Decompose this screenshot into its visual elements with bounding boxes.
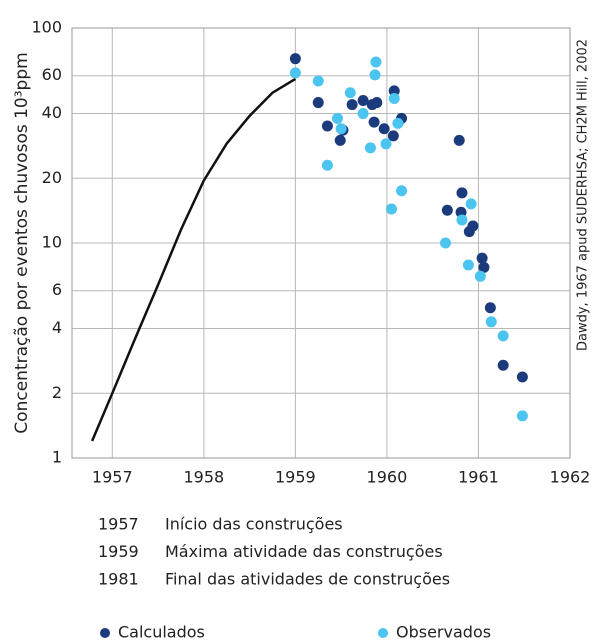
y-tick-label: 20 (42, 168, 62, 187)
note-year: 1957 (98, 515, 139, 534)
x-tick-label: 1959 (275, 468, 316, 487)
point (485, 316, 497, 328)
point (456, 187, 468, 199)
x-tick-label: 1957 (92, 468, 133, 487)
point (456, 214, 468, 226)
point (321, 120, 333, 132)
point (357, 108, 369, 120)
point (357, 95, 369, 107)
point (497, 330, 509, 342)
y-tick-label: 60 (42, 65, 62, 84)
note-text: Máxima atividade das construções (165, 542, 443, 561)
y-axis-label: Concentração por eventos chuvosos 10³ppm (12, 52, 32, 433)
point (453, 134, 465, 146)
y-tick-label: 40 (42, 103, 62, 122)
point (516, 410, 528, 422)
point (371, 97, 383, 109)
x-tick-label: 1961 (458, 468, 499, 487)
point (516, 371, 528, 383)
point (334, 134, 346, 146)
point (289, 53, 301, 65)
point (369, 69, 381, 81)
point (388, 85, 400, 97)
note-text: Início das construções (165, 515, 343, 534)
point (364, 142, 376, 154)
point (441, 204, 453, 216)
note-year: 1959 (98, 542, 139, 561)
point (335, 123, 347, 135)
y-tick-label: 4 (52, 318, 62, 337)
y-tick-label: 10 (42, 233, 62, 252)
point (467, 220, 479, 232)
point (484, 302, 496, 314)
point (388, 92, 400, 104)
legend-label: Observados (396, 623, 491, 642)
point (465, 198, 477, 210)
point (312, 75, 324, 87)
point (440, 237, 451, 249)
note-year: 1981 (98, 570, 139, 589)
point (385, 203, 397, 215)
point (346, 99, 358, 111)
point (462, 259, 474, 271)
x-tick-label: 1962 (550, 468, 591, 487)
plot-frame (71, 27, 571, 459)
point (474, 270, 486, 282)
point (331, 112, 343, 124)
y-tick-label: 1 (52, 448, 62, 467)
x-tick-label: 1958 (183, 468, 224, 487)
note-text: Final das atividades de construções (165, 570, 450, 589)
point (476, 252, 488, 264)
point (478, 261, 490, 273)
y-tick-label: 100 (31, 18, 62, 37)
point (368, 116, 380, 128)
point (497, 359, 509, 371)
point (380, 138, 392, 150)
curve (90, 77, 297, 442)
legend-label: Calculados (118, 623, 205, 642)
x-tick-label: 1960 (367, 468, 408, 487)
point (387, 130, 399, 142)
point (312, 97, 324, 109)
y-tick-label: 2 (52, 383, 62, 402)
legend-marker (378, 628, 388, 638)
point (378, 123, 390, 135)
source: Dawdy, 1967 apud SUDERHSA; CH2M Hill, 20… (576, 39, 591, 351)
point (321, 159, 333, 171)
point (289, 67, 301, 79)
y-tick-label: 6 (52, 280, 62, 299)
point (370, 56, 382, 68)
point (392, 117, 404, 129)
point (396, 185, 408, 197)
legend-marker (100, 628, 110, 638)
point (344, 87, 356, 99)
